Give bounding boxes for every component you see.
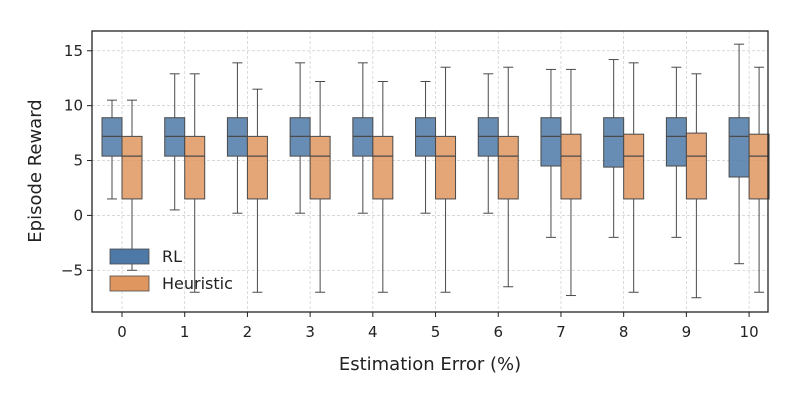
legend-swatch-heuristic [109,275,150,292]
box-iqr [121,135,143,200]
legend-label-rl: RL [162,247,182,266]
box-iqr [603,117,625,168]
x-tick-label: 1 [180,323,190,341]
box-rl-2 [226,62,248,214]
y-axis-ticks: −5 0 5 10 15 [61,42,92,279]
box-iqr [560,133,582,200]
box-rl-8 [603,59,625,238]
box-heuristic-3 [309,80,331,293]
box-rl-10 [728,43,750,265]
box-iqr [309,135,331,200]
x-tick-label: 9 [682,323,692,341]
box-heuristic-4 [372,80,394,293]
box-iqr [540,117,562,167]
x-tick-label: 4 [368,323,378,341]
x-tick-label: 0 [117,323,127,341]
y-tick-label: 10 [64,97,83,115]
y-tick-label: 5 [73,152,83,170]
y-axis-label: Episode Reward [25,99,46,242]
box-iqr [435,135,457,200]
box-rl-7 [540,68,562,238]
box-iqr [246,135,268,200]
box-iqr [372,135,394,200]
box-iqr [728,117,750,178]
x-tick-label: 3 [305,323,315,341]
y-tick-label: 0 [73,206,83,224]
x-tick-label: 8 [619,323,629,341]
box-heuristic-9 [685,73,707,299]
y-tick-label: 15 [64,42,83,60]
y-tick-label: −5 [61,261,83,279]
box-rl-1 [164,73,186,211]
x-tick-label: 7 [556,323,566,341]
legend: RL Heuristic [109,247,233,293]
box-plot-series [101,43,770,299]
box-iqr [665,117,687,167]
box-heuristic-1 [184,73,206,293]
box-iqr [623,133,645,200]
box-heuristic-6 [497,66,519,288]
x-tick-label: 10 [740,323,759,341]
box-rl-0 [101,99,123,200]
box-heuristic-0 [121,99,143,271]
box-rl-5 [415,80,437,214]
x-tick-label: 6 [493,323,503,341]
box-iqr [748,133,770,200]
box-rl-9 [665,66,687,238]
box-rl-4 [352,62,374,214]
box-rl-6 [477,73,499,214]
box-heuristic-8 [623,62,645,293]
x-tick-label: 2 [243,323,253,341]
box-rl-3 [289,62,311,214]
box-heuristic-7 [560,68,582,297]
legend-label-heuristic: Heuristic [162,274,233,293]
x-axis-ticks: 0 1 2 3 4 5 6 7 8 9 10 [117,312,759,341]
box-iqr [497,135,519,200]
plot-frame [91,30,769,313]
x-axis-label: Estimation Error (%) [339,354,521,375]
legend-swatch-rl [109,248,150,265]
x-tick-label: 5 [431,323,441,341]
box-heuristic-5 [435,66,457,293]
box-heuristic-2 [246,88,268,293]
box-iqr [184,135,206,200]
box-heuristic-10 [748,66,770,293]
box-iqr [685,132,707,200]
